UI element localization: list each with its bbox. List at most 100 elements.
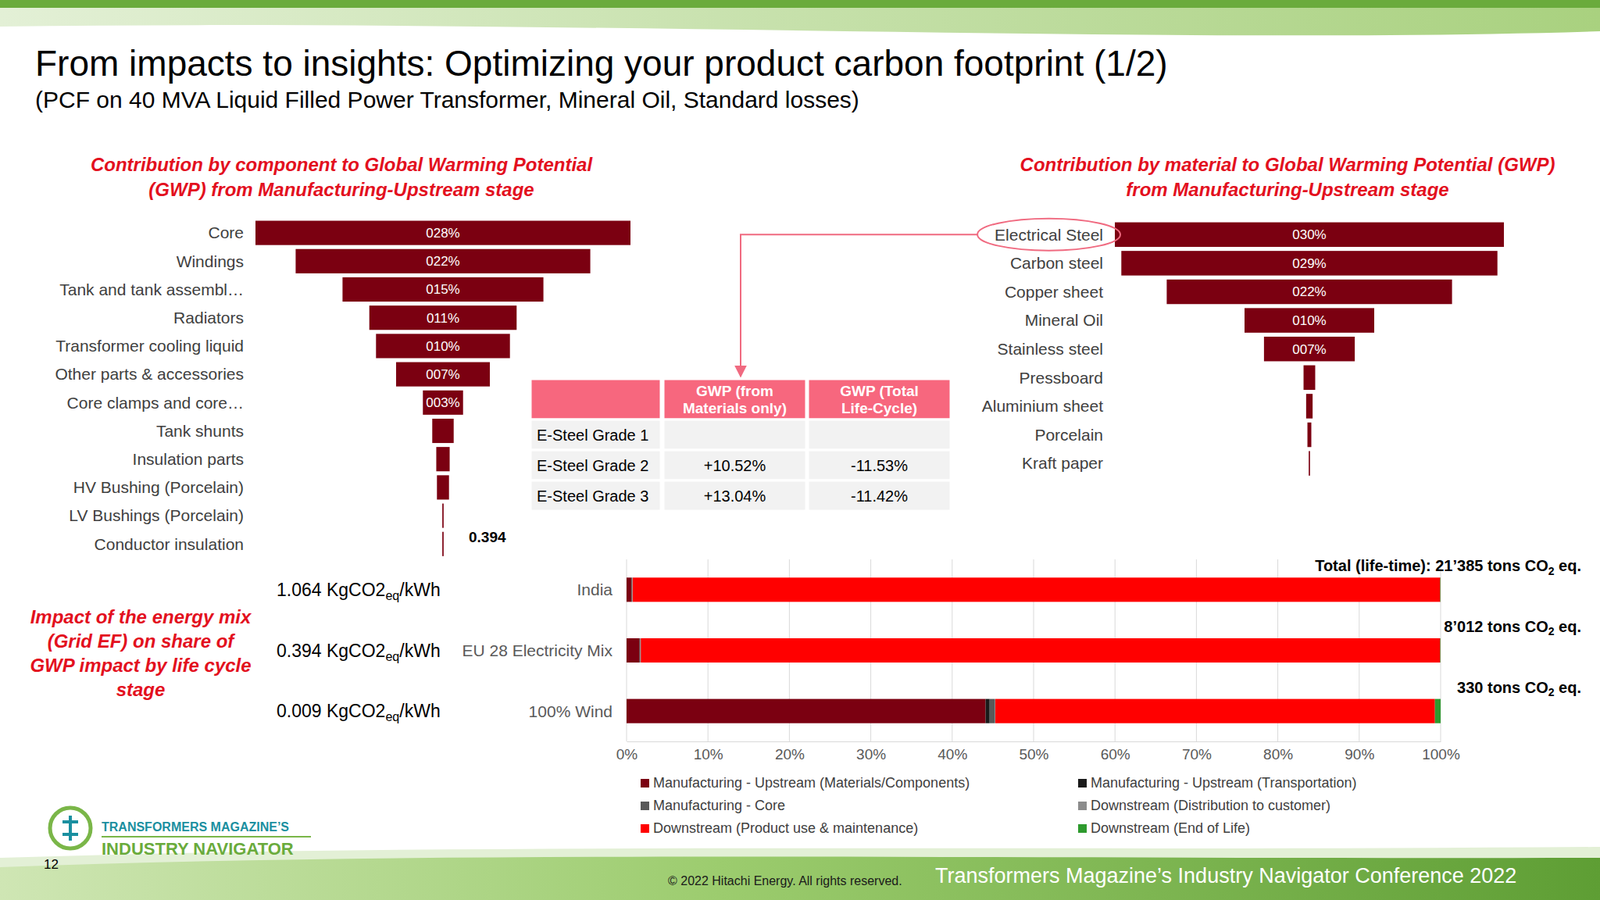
table-text: +10.52% [703,457,767,475]
table-cell [663,480,807,511]
bar-segment [989,699,995,724]
category-label: Radiators [173,308,244,327]
row-label-part: /kWh [399,640,440,661]
data-label: 029% [1292,256,1326,272]
total-label-part: 330 tons CO [1457,678,1549,697]
category-label: Electrical Steel [994,225,1104,244]
category-label: Copper sheet [1004,282,1104,301]
bar [1114,222,1504,247]
total-label: 8’012 tons CO2 eq. [1443,617,1582,638]
bar [435,446,450,472]
bar [375,333,510,358]
category-label: Porcelain [1034,425,1104,444]
highlight-ellipse [977,218,1121,251]
bars [1114,222,1504,476]
bar-segment [1439,577,1441,602]
table-header-cell [663,378,807,420]
bar [1121,250,1497,275]
chart-title-line: (Grid EF) on share of [47,630,236,652]
tick: 70% [1182,741,1212,763]
row-label: 0.394 KgCO2eq/kWh [276,640,441,664]
row-label-part: 0.009 KgCO2 [276,700,386,722]
table-text: E-Steel Grade 3 [536,487,649,505]
row-label: 0.009 KgCO2eq/kWh [276,700,441,724]
stacked-chart: Impact of the energy mix(Grid EF) on sha… [29,557,1582,836]
chart-title-line: GWP impact by life cycle [29,654,251,676]
tick-label: 40% [937,746,968,763]
data-label: 007% [425,367,460,383]
series [632,577,1441,723]
bar-segment [626,638,640,663]
bar-segment [640,638,1440,663]
chart-title-line: (GWP) from Manufacturing-Upstream stage [148,178,534,200]
page-number: 12 [43,857,59,872]
chart-title: Contribution by component to Global Warm… [90,153,594,200]
bar [1308,450,1311,475]
total-label-part: eq. [1554,678,1582,697]
total-label-part: 2 [1548,625,1555,638]
annotation: 0.394 [468,528,507,546]
connector-arrow [740,234,978,377]
category-label: Core clamps and core… [67,393,244,412]
table-text: E-Steel Grade 1 [536,426,649,444]
table-header: GWP (TotalLife-Cycle) [839,382,919,417]
tick: 60% [1100,741,1131,763]
tick-label: 10% [693,746,724,763]
row-label: 1.064 KgCO2eq/kWh [276,579,441,603]
logo-line2: INDUSTRY NAVIGATOR [101,839,294,859]
tick: 80% [1263,741,1293,763]
table-header-line: Materials only) [682,400,787,417]
chart-title: Contribution by material to Global Warmi… [1020,153,1556,200]
bar-segment [639,638,642,663]
legend-label: Downstream (Distribution to customer) [1090,797,1331,814]
category-label: Core [207,223,244,242]
category-label: Conductor insulation [94,535,244,554]
legend-swatch [640,801,650,811]
category-label: Mineral Oil [1025,310,1104,329]
tick-label: 70% [1182,746,1212,763]
total-label-part: 2 [1548,564,1555,578]
data-label: 010% [425,339,460,354]
table-cell [807,419,951,450]
tick-label: 80% [1263,746,1293,763]
tick-label: 30% [856,746,886,763]
total-label-part: eq. [1554,617,1582,636]
chart-title-line: Contribution by material to Global Warmi… [1020,153,1556,175]
bar-segment [995,699,1436,724]
chart-title-line: stage [116,678,166,700]
tick: 100% [1421,741,1461,763]
title: From impacts to insights: Optimizing you… [35,42,1168,84]
conference: Transformers Magazine’s Industry Navigat… [935,864,1517,888]
chart-title-line: Contribution by component to Global Warm… [90,153,594,175]
table-header: GWP (fromMaterials only) [682,382,787,417]
category-label: Windings [176,252,244,271]
data-label: 010% [1292,313,1326,329]
logo-line1: TRANSFORMERS MAGAZINE’S [101,820,290,834]
category-label: Pressboard [1019,368,1104,387]
category-label: Tank and tank assembl… [59,280,244,299]
table-cell [663,419,807,450]
table: GWP (fromMaterials only) GWP (TotalLife-C… [530,378,951,511]
total-label: Total (life-time): 21’385 tons CO2 eq. [1314,557,1582,577]
tick-label: 90% [1344,746,1375,763]
table-text: -11.53% [850,457,908,475]
legend-label: Downstream (Product use & maintenance) [653,820,918,836]
row-label-part: eq [385,588,400,603]
category-label: 100% Wind [528,702,613,721]
legend-swatch [640,824,650,833]
legend-label: Downstream (End of Life) [1090,820,1250,836]
table-text: E-Steel Grade 2 [536,457,649,475]
axis-line [627,741,1442,743]
funnel-chart: Contribution by material to Global Warmi… [982,153,1556,476]
series [1435,577,1441,723]
bar [1244,307,1375,333]
bar [422,390,463,415]
slide: From impacts to insights: Optimizing you… [0,0,1600,900]
category-label: India [576,580,613,599]
legend-swatch [1078,778,1087,788]
x-axis: 0%10%20%30%40%50%60%70%80%90%100% [616,741,1461,763]
bar-segment [626,699,986,724]
category-label: Carbon steel [1010,253,1104,272]
data-label: 015% [425,282,460,297]
bar [396,362,490,387]
